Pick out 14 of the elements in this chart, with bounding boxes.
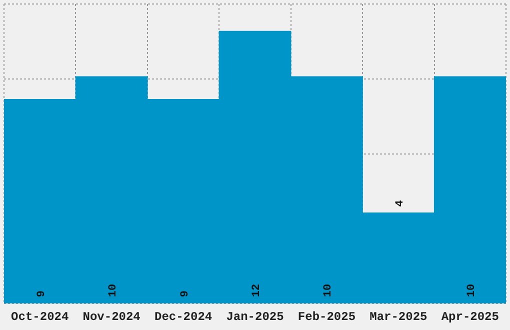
- x-tick-label: Mar-2025: [370, 310, 428, 324]
- data-label: 10: [322, 284, 335, 298]
- data-label: 10: [466, 284, 478, 298]
- data-label: 10: [108, 284, 120, 298]
- data-label: 4: [394, 200, 406, 207]
- x-tick-label: Feb-2025: [298, 310, 356, 324]
- x-tick-label: Oct-2024: [11, 310, 69, 324]
- x-tick-label: Dec-2024: [154, 310, 212, 324]
- x-tick-label: Jan-2025: [226, 310, 284, 324]
- x-tick-label: Nov-2024: [82, 310, 140, 324]
- data-label: 9: [36, 290, 48, 298]
- data-label: 9: [179, 290, 192, 298]
- data-label: 12: [251, 284, 263, 298]
- x-tick-label: Apr-2025: [441, 310, 499, 324]
